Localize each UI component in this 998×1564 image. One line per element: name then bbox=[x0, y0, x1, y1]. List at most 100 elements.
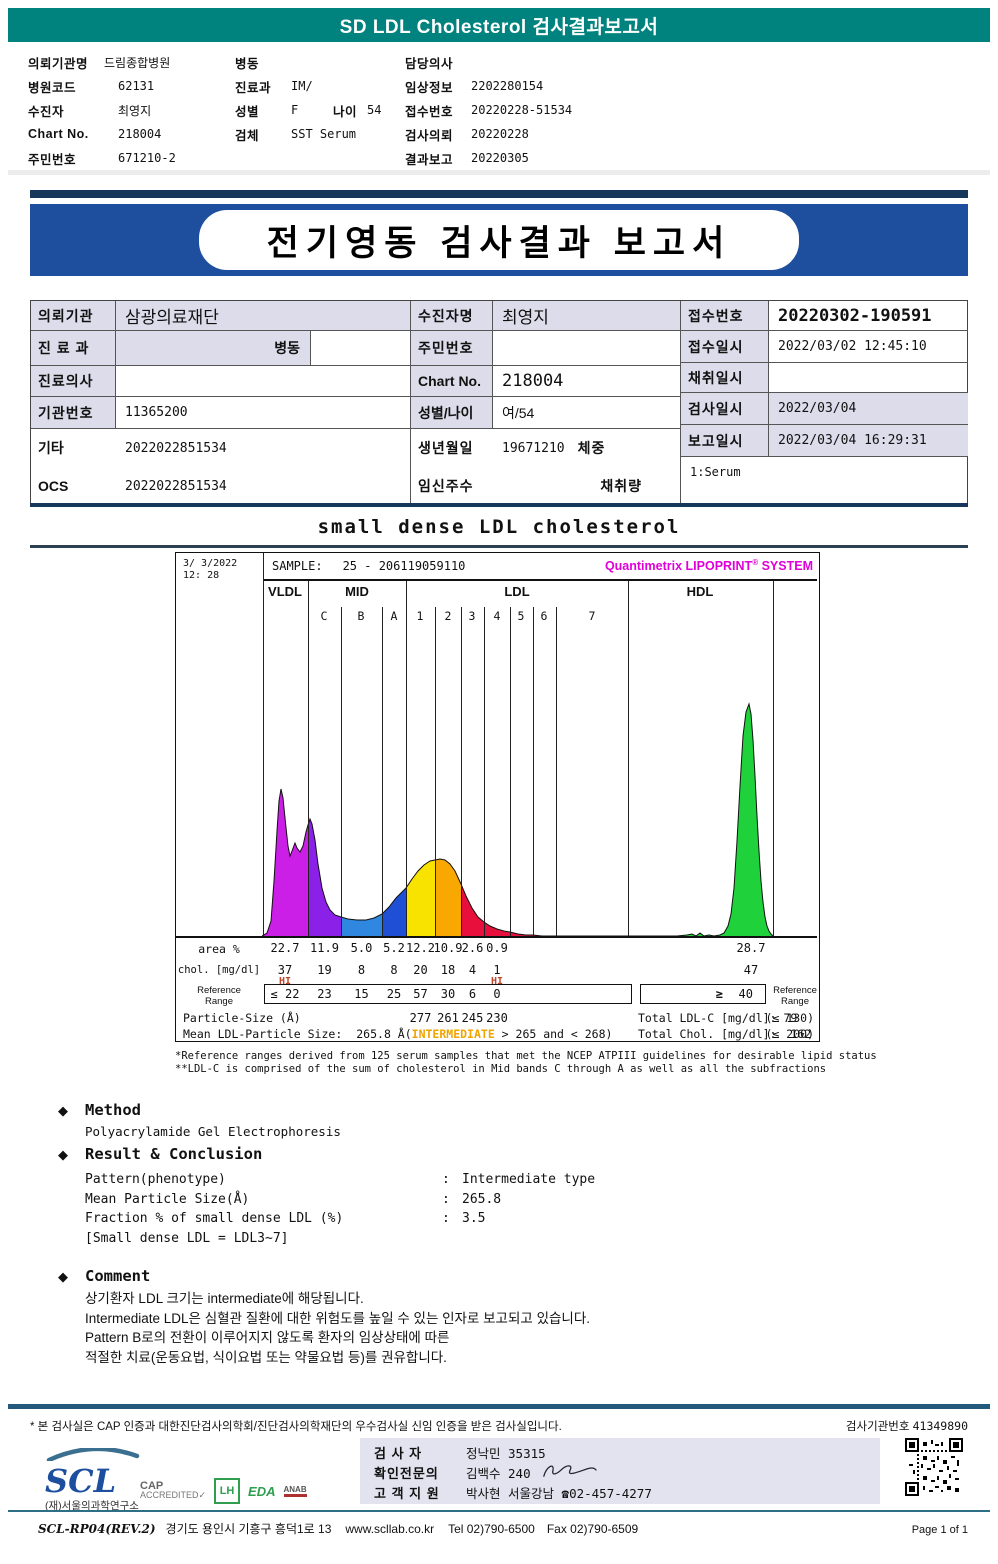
band-fill-mid-a bbox=[382, 888, 406, 936]
report-header-bar: SD LDL Cholesterol 검사결과보고서 bbox=[8, 8, 990, 42]
total-ldl-ref: (≤ 130) bbox=[765, 1011, 814, 1025]
band-area-pct: 2.6 bbox=[461, 941, 484, 955]
field-row: 임상정보 2202280154 bbox=[405, 79, 544, 95]
total-chol-label: Total Chol. [mg/dl]: 162 bbox=[638, 1027, 812, 1041]
band-sub-label: 4 bbox=[493, 609, 501, 623]
field-row: 성별 F 나이 54 bbox=[235, 103, 382, 119]
field-row: 의뢰기관명 드림종합병원 bbox=[28, 55, 171, 71]
band-ref: 6 bbox=[468, 987, 477, 1001]
result-value: Intermediate type bbox=[462, 1172, 596, 1187]
method-body: Polyacrylamide Gel Electrophoresis bbox=[85, 1124, 341, 1139]
staff-row: 고 객 지 원 박사현 서울강남 ☎02-457-4277 bbox=[374, 1485, 652, 1501]
band-header-label: HDL bbox=[686, 584, 714, 599]
sample-header: SAMPLE: 25 - 206119059110 Quantimetrix L… bbox=[264, 553, 817, 581]
staff-row: 검 사 자 정낙민 35315 bbox=[374, 1445, 546, 1461]
band-chol: 20 bbox=[413, 963, 428, 977]
band-fill-ldl-3 bbox=[461, 884, 484, 936]
result-value: 3.5 bbox=[462, 1211, 486, 1226]
field-row: 결과보고 20220305 bbox=[405, 151, 529, 167]
band-gridline-minor bbox=[510, 607, 511, 936]
hdl-ref-value: 40 bbox=[738, 987, 753, 1001]
band-chol: 47 bbox=[743, 963, 759, 977]
band-fill-ldl-2 bbox=[435, 859, 461, 936]
band-gridline-minor bbox=[461, 607, 462, 936]
band-sub-label: 6 bbox=[540, 609, 548, 623]
order-table-right: 접수번호 20220302-190591 접수일시 2022/03/02 12:45… bbox=[681, 301, 968, 504]
band-sub-label: A bbox=[390, 609, 398, 623]
scl-logo: SCL (재)서울의과학연구소 bbox=[45, 1446, 225, 1513]
serum-note: 1:Serum bbox=[690, 465, 741, 479]
diamond-bullet: ◆ bbox=[58, 1269, 68, 1284]
result-table: Pattern(phenotype): Intermediate type Mea… bbox=[85, 1172, 595, 1250]
band-gridline-major bbox=[628, 581, 629, 936]
cap-badge: CAP ACCREDITED✓ bbox=[140, 1480, 207, 1500]
result-row: Fraction % of small dense LDL (%):3.5 bbox=[85, 1211, 595, 1231]
band-area-pct: 11.9 bbox=[310, 941, 339, 955]
plot-baseline bbox=[176, 936, 817, 938]
band-ref: 30 bbox=[440, 987, 456, 1001]
band-ref: 23 bbox=[317, 987, 332, 1001]
total-chol-value: 162 bbox=[790, 1027, 812, 1041]
footer-bottom-rule bbox=[8, 1510, 990, 1512]
band-area-pct: 22.7 bbox=[270, 941, 300, 955]
band-flag: HI bbox=[490, 976, 504, 987]
field-row: 접수번호 20220228-51534 bbox=[405, 103, 573, 119]
area-row-label: area % bbox=[198, 942, 240, 956]
field-row: 진료과 IM/ bbox=[235, 79, 313, 95]
band-gridline-major bbox=[406, 581, 407, 936]
band-particle-size: 261 bbox=[437, 1011, 459, 1025]
table-row: 접수일시 2022/03/02 12:45:10 bbox=[681, 331, 968, 363]
lab-number: 검사기관번호 41349890 bbox=[845, 1419, 968, 1433]
table-row: 보고일시 2022/03/04 16:29:31 bbox=[681, 425, 968, 457]
band-area-pct: 5.0 bbox=[350, 941, 373, 955]
kolas-badge: LH bbox=[214, 1478, 241, 1504]
band-area-pct: 12.2 bbox=[406, 941, 435, 955]
table-row: 검사일시 2022/03/04 bbox=[681, 393, 968, 425]
electrophoresis-curve bbox=[262, 702, 773, 936]
band-area-pct: 10.9 bbox=[433, 941, 463, 955]
field-row: 담당의사 bbox=[405, 56, 454, 71]
result-note: [Small dense LDL = LDL3~7] bbox=[85, 1230, 289, 1246]
patient-header-col2: 병동 진료과 IM/ 성별 F 나이 54 검체 SST Serum bbox=[235, 50, 381, 146]
order-table-left: 의뢰기관 삼광의료재단 진 료 과 병동 진료의사 기관번호 11365200 기타 2… bbox=[31, 301, 411, 504]
page-number: Page 1 of 1 bbox=[911, 1524, 968, 1536]
band-area-pct: 0.9 bbox=[486, 941, 508, 955]
banner-top-rule bbox=[30, 190, 968, 198]
table-bottom-rule bbox=[30, 503, 968, 507]
table-row: 임신주수 채취량 bbox=[418, 478, 642, 494]
lipoprint-chart: 3/ 3/2022 12: 28 SAMPLE: 25 - 2061190591… bbox=[175, 552, 820, 1042]
band-sub-label: 1 bbox=[416, 609, 424, 623]
band-gridline-major bbox=[773, 581, 774, 936]
footer-address-row: SCL-RP04(REV.2) 경기도 용인시 기흥구 흥덕1로 13 www.… bbox=[38, 1522, 968, 1536]
result-row: Pattern(phenotype): Intermediate type bbox=[85, 1172, 595, 1192]
reference-range-box-ldl bbox=[264, 984, 632, 1004]
reference-range-label-right: Reference Range bbox=[773, 985, 817, 1007]
field-row: 검사의뢰 20220228 bbox=[405, 127, 529, 143]
band-gridline-minor bbox=[435, 607, 436, 936]
diamond-bullet: ◆ bbox=[58, 1147, 68, 1162]
field-row: 수진자 최영지 bbox=[28, 103, 152, 119]
band-sub-label: 2 bbox=[444, 609, 452, 623]
table-row: 진 료 과 병동 bbox=[31, 331, 410, 366]
field-row: 병원코드 62131 bbox=[28, 79, 155, 95]
mean-particle-row: Mean LDL-Particle Size: 265.8 Å(INTERMEDI… bbox=[183, 1027, 613, 1041]
band-particle-size: 230 bbox=[486, 1011, 508, 1025]
lipoprint-brand: Quantimetrix LIPOPRINT® SYSTEM bbox=[604, 558, 813, 574]
total-ldl-label: Total LDL-C [mg/dl]: 79 bbox=[638, 1011, 798, 1025]
banner-title: 전기영동 검사결과 보고서 bbox=[266, 223, 732, 263]
eqa-badge: EDA bbox=[248, 1483, 276, 1499]
chart-datetime: 3/ 3/2022 12: 28 bbox=[183, 558, 238, 581]
curve-outline bbox=[262, 702, 773, 936]
qr-code bbox=[905, 1438, 963, 1496]
band-chol: 37 bbox=[277, 963, 293, 977]
table-row: 진료의사 bbox=[31, 366, 410, 397]
band-ref: 57 bbox=[413, 987, 428, 1001]
field-row: Chart No. 218004 bbox=[28, 127, 162, 141]
order-table-middle: 수진자명 최영지 주민번호 Chart No. 218004 성별/나이 여/54 생… bbox=[411, 301, 681, 504]
banner-title-plate: 전기영동 검사결과 보고서 bbox=[199, 210, 799, 270]
order-info-table: 의뢰기관 삼광의료재단 진 료 과 병동 진료의사 기관번호 11365200 기타 2… bbox=[30, 300, 968, 505]
band-gridline-minor bbox=[341, 607, 342, 936]
scl-arc-icon bbox=[46, 1446, 140, 1463]
table-row: 기관번호 11365200 bbox=[31, 397, 410, 429]
band-fill-mid-c bbox=[308, 819, 341, 936]
